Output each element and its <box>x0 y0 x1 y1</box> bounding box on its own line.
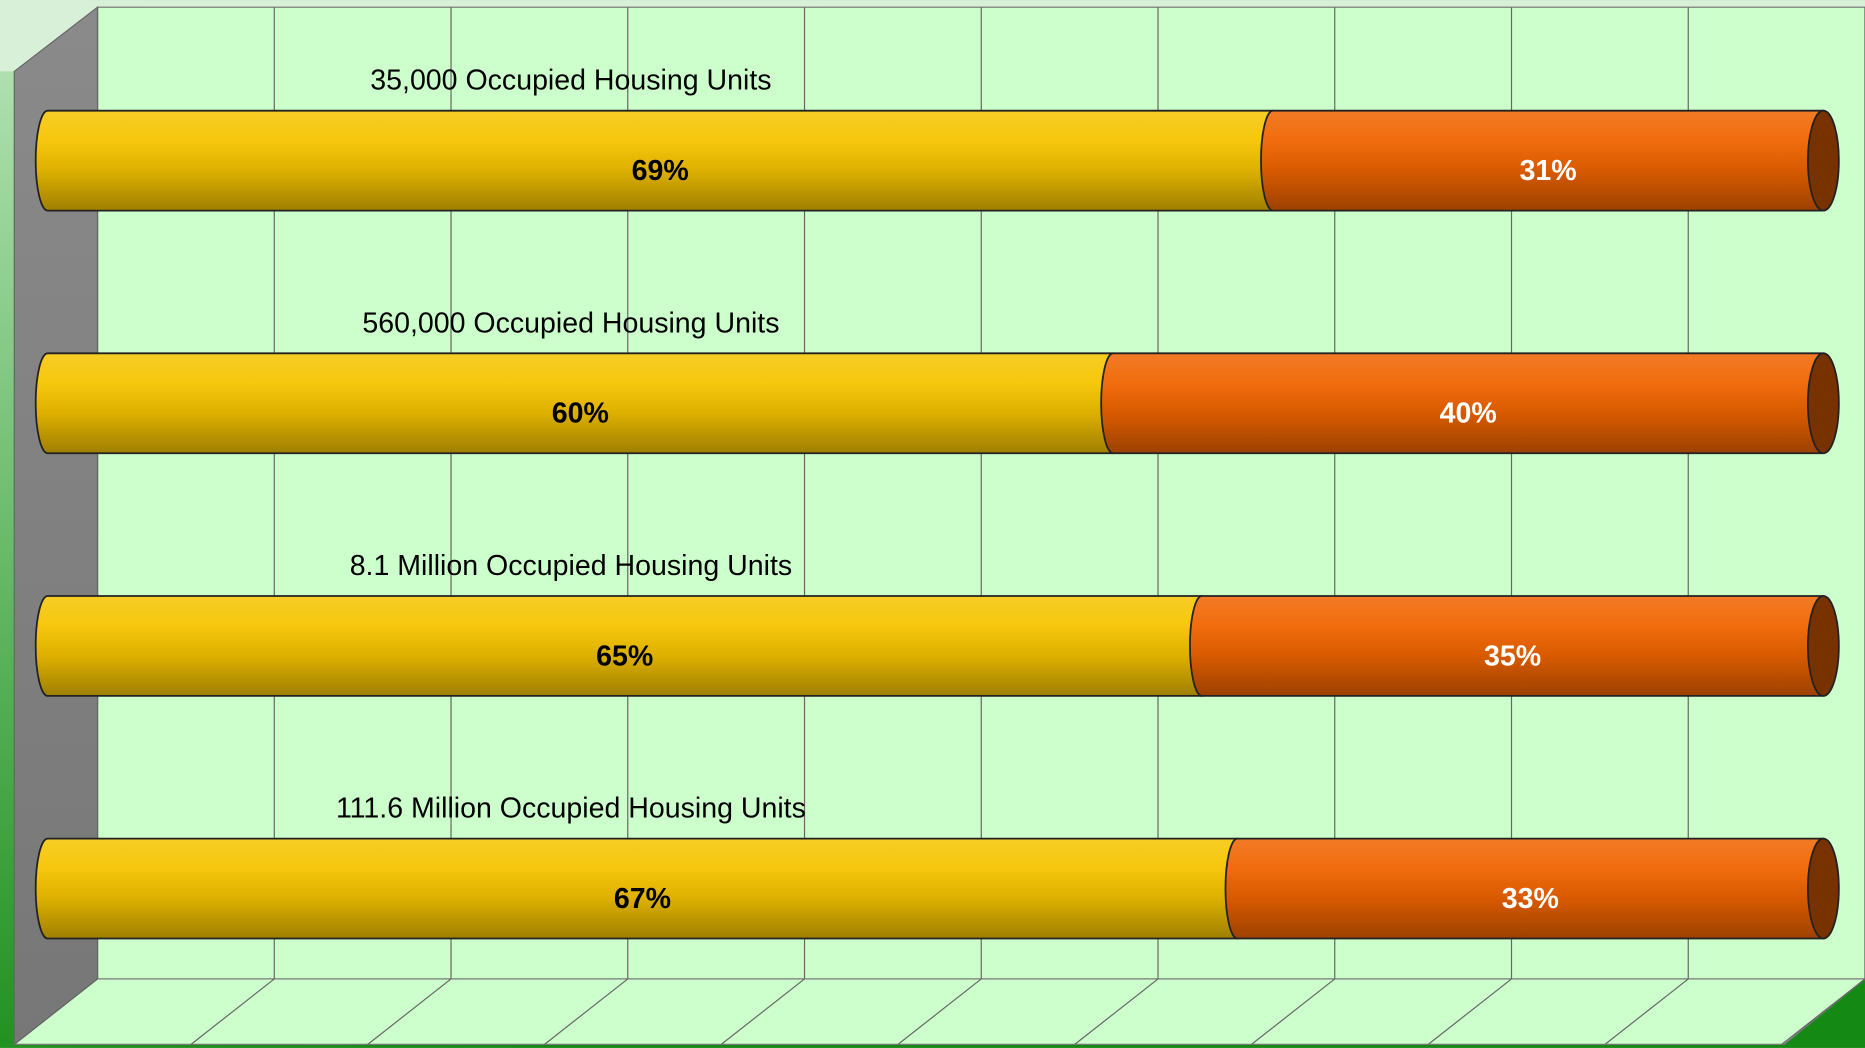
bar-cap <box>1807 595 1840 697</box>
bar-cap <box>1807 352 1840 455</box>
floor-grid-line <box>1251 978 1336 1045</box>
category-label: 35,000 Occupied Housing Units <box>370 65 771 97</box>
floor-grid-line <box>720 978 805 1045</box>
bar-cap <box>1807 109 1840 212</box>
value-label: 60% <box>552 398 609 430</box>
value-label: 35% <box>1484 640 1541 672</box>
value-label: 31% <box>1520 155 1577 187</box>
floor-grid-line <box>190 978 275 1045</box>
category-label: 111.6 Million Occupied Housing Units <box>336 793 806 825</box>
bars: 35,000 Occupied Housing Units 69% 31% 560,0… <box>34 65 1840 940</box>
value-label: 33% <box>1502 883 1559 915</box>
floor-grid-line <box>897 978 982 1045</box>
floor-grid-line <box>367 978 452 1045</box>
floor-grid-line <box>1074 978 1159 1045</box>
value-label: 69% <box>632 155 689 187</box>
category-label: 8.1 Million Occupied Housing Units <box>350 550 792 582</box>
value-label: 40% <box>1440 398 1497 430</box>
floor-grid-line <box>1604 978 1689 1045</box>
floor-grid-line <box>1781 978 1865 1045</box>
floor-grid-line <box>1427 978 1512 1045</box>
bar-cap <box>1807 837 1840 940</box>
value-label: 67% <box>614 883 671 915</box>
floor-grid-line <box>13 978 98 1045</box>
category-label: 560,000 Occupied Housing Units <box>362 307 779 339</box>
value-label: 65% <box>596 640 653 672</box>
floor-grid-line <box>544 978 629 1045</box>
